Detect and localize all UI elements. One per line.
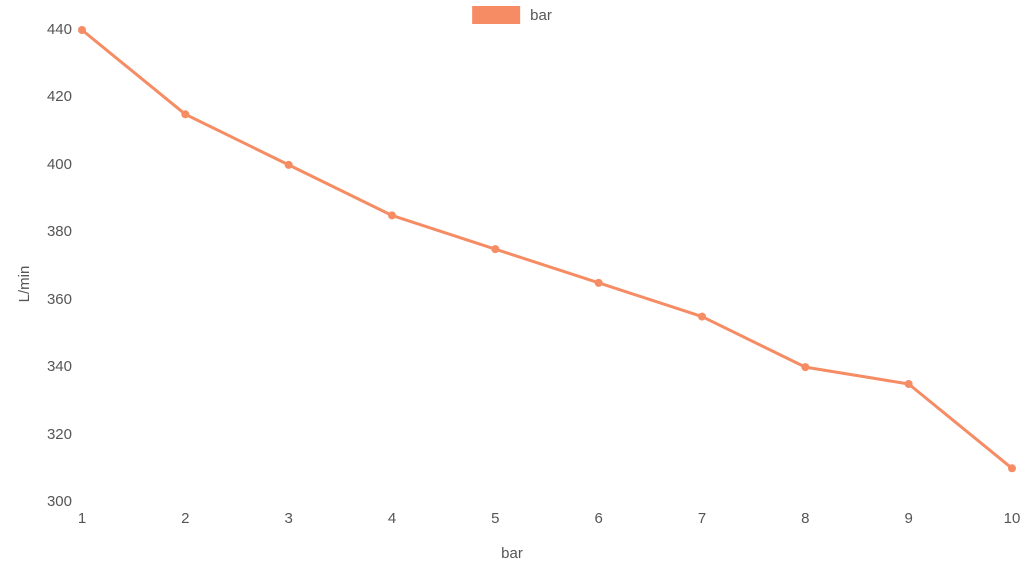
data-point — [595, 279, 603, 287]
data-point — [698, 313, 706, 321]
y-tick-label: 440 — [47, 21, 72, 38]
y-tick-label: 320 — [47, 426, 72, 443]
line-chart: bar L/min bar 30032034036038040042044012… — [0, 0, 1024, 568]
data-point — [388, 211, 396, 219]
y-tick-label: 400 — [47, 156, 72, 173]
series-line — [82, 30, 1012, 468]
data-point — [1008, 464, 1016, 472]
x-tick-label: 10 — [1002, 510, 1022, 527]
data-point — [491, 245, 499, 253]
x-tick-label: 7 — [692, 510, 712, 527]
data-point — [78, 26, 86, 34]
x-tick-label: 3 — [279, 510, 299, 527]
x-tick-label: 2 — [175, 510, 195, 527]
x-tick-label: 1 — [72, 510, 92, 527]
y-tick-label: 360 — [47, 291, 72, 308]
y-tick-label: 300 — [47, 493, 72, 510]
x-tick-label: 5 — [485, 510, 505, 527]
x-tick-label: 4 — [382, 510, 402, 527]
data-point — [181, 110, 189, 118]
y-tick-label: 380 — [47, 223, 72, 240]
x-tick-label: 6 — [589, 510, 609, 527]
y-tick-label: 420 — [47, 88, 72, 105]
x-tick-label: 9 — [899, 510, 919, 527]
y-tick-label: 340 — [47, 358, 72, 375]
data-point — [801, 363, 809, 371]
x-tick-label: 8 — [795, 510, 815, 527]
data-point — [905, 380, 913, 388]
data-point — [285, 161, 293, 169]
plot-area — [0, 0, 1024, 568]
